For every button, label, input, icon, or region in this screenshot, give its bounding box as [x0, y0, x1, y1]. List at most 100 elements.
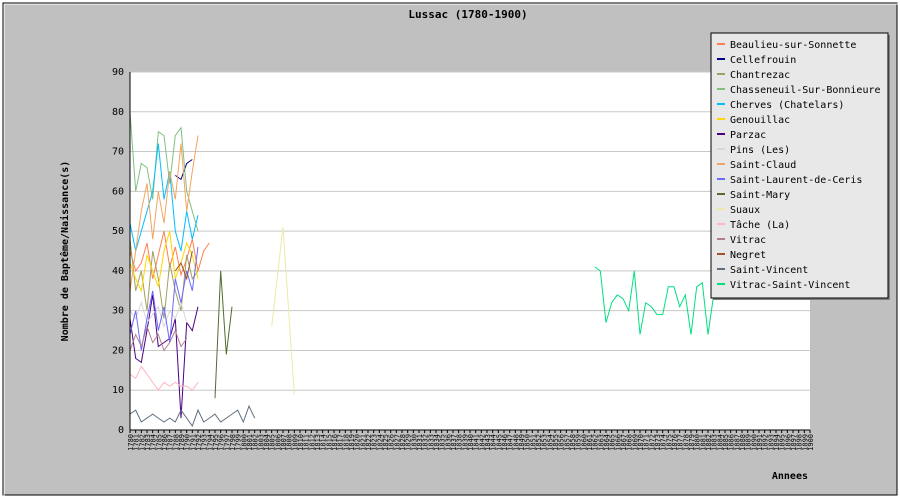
x-tick-label: 1862 [592, 434, 600, 451]
x-tick-label: 1868 [626, 434, 634, 451]
chart-title: Lussac (1780-1900) [408, 8, 527, 21]
series-line-saint-laurent-de-ceris [129, 246, 199, 351]
x-tick-label: 1887 [733, 434, 741, 451]
x-tick-label: 1819 [348, 434, 356, 451]
x-tick-label: 1785 [155, 434, 163, 451]
x-tick-label: 1817 [337, 434, 345, 451]
legend-entry: Saint-Claud [730, 160, 796, 171]
x-tick-label: 1854 [546, 434, 554, 451]
y-axis-label: Nombre de Baptême/Naissance(s) [59, 161, 71, 342]
y-tick-label: 30 [112, 306, 124, 317]
x-tick-label: 1849 [518, 434, 526, 451]
series-line-vitrac-saint-vincent [594, 266, 715, 335]
x-tick-label: 1836 [444, 434, 452, 451]
legend-entry: Cellefrouin [730, 55, 796, 66]
x-tick-label: 1822 [365, 434, 373, 451]
x-tick-label: 1829 [405, 434, 413, 451]
x-tick-label: 1803 [257, 434, 265, 451]
x-tick-label: 1897 [790, 434, 798, 451]
x-tick-label: 1808 [286, 434, 294, 451]
x-tick-label: 1792 [195, 434, 203, 451]
x-tick-label: 1869 [631, 434, 639, 451]
x-tick-label: 1853 [541, 434, 549, 451]
y-tick-label: 40 [112, 266, 124, 277]
x-tick-label: 1828 [399, 434, 407, 451]
x-tick-label: 1872 [648, 434, 656, 451]
x-tick-label: 1846 [501, 434, 509, 451]
x-tick-label: 1881 [699, 434, 707, 451]
x-tick-label: 1880 [694, 434, 702, 451]
x-tick-label: 1877 [677, 434, 685, 451]
x-tick-label: 1833 [427, 434, 435, 451]
x-tick-label: 1891 [756, 434, 764, 451]
x-tick-label: 1856 [558, 434, 566, 451]
x-tick-label: 1888 [739, 434, 747, 451]
x-tick-label: 1784 [150, 434, 158, 451]
x-tick-label: 1815 [325, 434, 333, 451]
x-tick-label: 1842 [478, 434, 486, 451]
x-tick-label: 1830 [410, 434, 418, 451]
x-tick-label: 1894 [773, 434, 781, 451]
x-tick-label: 1843 [484, 434, 492, 451]
x-tick-label: 1876 [671, 434, 679, 451]
x-tick-label: 1867 [620, 434, 628, 451]
x-tick-label: 1832 [422, 434, 430, 451]
axis-layer: 0102030405060708090178017811782178317841… [112, 67, 815, 451]
series-line-pins-les- [129, 301, 188, 329]
series-line-suaux [271, 227, 295, 395]
x-tick-label: 1882 [705, 434, 713, 451]
y-tick-label: 20 [112, 345, 124, 356]
series-line-t-che-la- [129, 365, 199, 392]
x-tick-label: 1788 [172, 434, 180, 451]
x-tick-label: 1889 [745, 434, 753, 451]
x-tick-label: 1852 [535, 434, 543, 451]
x-tick-label: 1879 [688, 434, 696, 451]
x-tick-label: 1787 [167, 434, 175, 451]
x-tick-label: 1873 [654, 434, 662, 451]
x-tick-label: 1858 [569, 434, 577, 451]
x-axis-label: Annees [772, 471, 808, 482]
x-tick-label: 1893 [767, 434, 775, 451]
legend-entry: Chasseneuil-Sur-Bonnieure [730, 85, 881, 96]
x-tick-label: 1789 [178, 434, 186, 451]
x-tick-label: 1855 [552, 434, 560, 451]
legend-entry: Chantrezac [730, 70, 790, 81]
x-tick-label: 1786 [161, 434, 169, 451]
legend-box [710, 32, 889, 299]
y-tick-label: 80 [112, 107, 124, 118]
x-tick-label: 1841 [473, 434, 481, 451]
x-tick-label: 1851 [529, 434, 537, 451]
x-tick-label: 1845 [495, 434, 503, 451]
y-tick-label: 50 [112, 226, 124, 237]
x-tick-label: 1781 [133, 434, 141, 451]
legend-entry: Vitrac [730, 235, 766, 246]
x-tick-label: 1890 [750, 434, 758, 451]
x-tick-label: 1899 [801, 434, 809, 451]
x-tick-label: 1844 [490, 434, 498, 451]
x-tick-label: 1840 [467, 434, 475, 451]
series-line-vitrac [129, 324, 188, 352]
legend-entry: Pins (Les) [730, 145, 790, 156]
x-tick-label: 1809 [291, 434, 299, 451]
x-tick-label: 1799 [235, 434, 243, 451]
x-tick-label: 1847 [507, 434, 515, 451]
legend-entry: Saint-Mary [730, 190, 790, 201]
x-tick-label: 1896 [784, 434, 792, 451]
legend-entry: Beaulieu-sur-Sonnette [730, 40, 856, 51]
x-tick-label: 1806 [274, 434, 282, 451]
x-tick-label: 1884 [716, 434, 724, 451]
x-tick-label: 1807 [280, 434, 288, 451]
y-tick-label: 60 [112, 186, 124, 197]
x-tick-label: 1857 [563, 434, 571, 451]
x-tick-label: 1790 [184, 434, 192, 451]
legend-entry: Cherves (Chatelars) [730, 100, 844, 111]
x-tick-label: 1831 [416, 434, 424, 451]
legend-entry: Saint-Vincent [730, 265, 808, 276]
x-tick-label: 1866 [614, 434, 622, 451]
x-tick-label: 1871 [643, 434, 651, 451]
x-tick-label: 1791 [189, 434, 197, 451]
x-tick-label: 1795 [212, 434, 220, 451]
x-tick-label: 1883 [711, 434, 719, 451]
x-tick-label: 1801 [246, 434, 254, 451]
